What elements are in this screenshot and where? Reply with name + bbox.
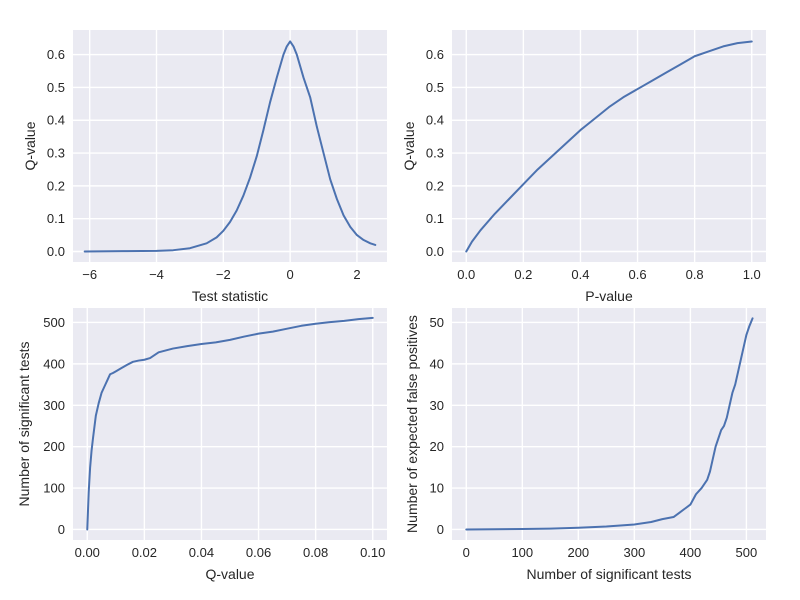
- y-tick-label: 0.5: [426, 80, 444, 95]
- x-tick-label: 0.8: [686, 267, 704, 282]
- y-tick-label: 0.0: [426, 244, 444, 259]
- x-tick-label: 0.04: [189, 545, 214, 560]
- x-axis-label: Test statistic: [192, 288, 268, 304]
- subplot-p-value-vs-q-value: P-value Q-value 0.0 0.2 0.4 0.6 0.8 1.0 0.0 0.1…: [401, 30, 766, 304]
- y-tick-label: 0: [437, 522, 444, 537]
- y-axis-label: Number of significant tests: [16, 342, 32, 507]
- y-tick-label: 0.2: [426, 178, 444, 193]
- y-tick-label: 40: [430, 356, 444, 371]
- subplot-significant-tests-vs-expected-false-positives: Number of significant tests Number of ex…: [404, 308, 766, 582]
- x-tick-label: 2: [353, 267, 360, 282]
- plot-area: [73, 308, 387, 540]
- x-tick-label: 0.2: [514, 267, 532, 282]
- y-tick-label: 0.6: [47, 47, 65, 62]
- y-tick-label: 20: [430, 439, 444, 454]
- y-tick-label: 300: [43, 398, 65, 413]
- x-tick-label: 100: [511, 545, 533, 560]
- y-tick-label: 100: [43, 481, 65, 496]
- y-axis-label: Q-value: [22, 121, 38, 170]
- y-axis-label: Number of expected false positives: [404, 315, 420, 533]
- y-tick-label: 200: [43, 439, 65, 454]
- y-tick-label: 0: [58, 522, 65, 537]
- y-tick-label: 0.1: [426, 211, 444, 226]
- plot-area: [452, 308, 766, 540]
- y-tick-label: 0.5: [47, 80, 65, 95]
- x-tick-label: 200: [567, 545, 589, 560]
- x-tick-label: 0.08: [303, 545, 328, 560]
- y-tick-label: 500: [43, 315, 65, 330]
- y-tick-label: 50: [430, 315, 444, 330]
- y-tick-label: 400: [43, 356, 65, 371]
- y-tick-label: 0.3: [47, 146, 65, 161]
- x-tick-label: 0: [287, 267, 294, 282]
- y-tick-label: 0.4: [426, 113, 444, 128]
- subplot-q-value-vs-significant-tests: Q-value Number of significant tests 0.00…: [16, 308, 387, 582]
- y-tick-label: 0.4: [47, 113, 65, 128]
- y-tick-label: 0.3: [426, 146, 444, 161]
- x-tick-label: 0.10: [360, 545, 385, 560]
- series-line: [83, 40, 377, 253]
- x-tick-label: 0: [463, 545, 470, 560]
- x-tick-label: 0.02: [132, 545, 157, 560]
- y-tick-label: 0.6: [426, 47, 444, 62]
- series-line: [465, 317, 754, 531]
- x-tick-label: 0.0: [457, 267, 475, 282]
- x-axis-label: Q-value: [205, 566, 254, 582]
- y-tick-label: 10: [430, 481, 444, 496]
- x-tick-label: 300: [623, 545, 645, 560]
- series-line: [86, 316, 374, 531]
- x-tick-label: 400: [680, 545, 702, 560]
- plot-area: [73, 30, 387, 262]
- x-axis-label: Number of significant tests: [527, 566, 692, 582]
- x-tick-label: −2: [216, 267, 231, 282]
- x-tick-label: 0.6: [629, 267, 647, 282]
- x-tick-label: 500: [736, 545, 758, 560]
- y-tick-label: 0.1: [47, 211, 65, 226]
- subplot-test-statistic-vs-q-value: Test statistic Q-value −6 −4 −2 0 2 0.0 0.1 0.2…: [22, 30, 387, 304]
- x-tick-label: 1.0: [743, 267, 761, 282]
- x-tick-label: −4: [149, 267, 164, 282]
- y-axis-label: Q-value: [401, 121, 417, 170]
- x-tick-label: 0.06: [246, 545, 271, 560]
- y-tick-label: 30: [430, 398, 444, 413]
- plot-area: [452, 30, 766, 262]
- series-line: [465, 40, 753, 253]
- y-tick-label: 0.0: [47, 244, 65, 259]
- x-axis-label: P-value: [585, 288, 633, 304]
- x-tick-label: 0.4: [571, 267, 589, 282]
- x-tick-label: 0.00: [75, 545, 100, 560]
- x-tick-label: −6: [82, 267, 97, 282]
- y-tick-label: 0.2: [47, 178, 65, 193]
